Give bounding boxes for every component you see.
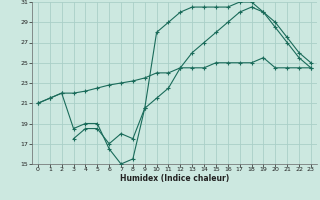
X-axis label: Humidex (Indice chaleur): Humidex (Indice chaleur) (120, 174, 229, 183)
